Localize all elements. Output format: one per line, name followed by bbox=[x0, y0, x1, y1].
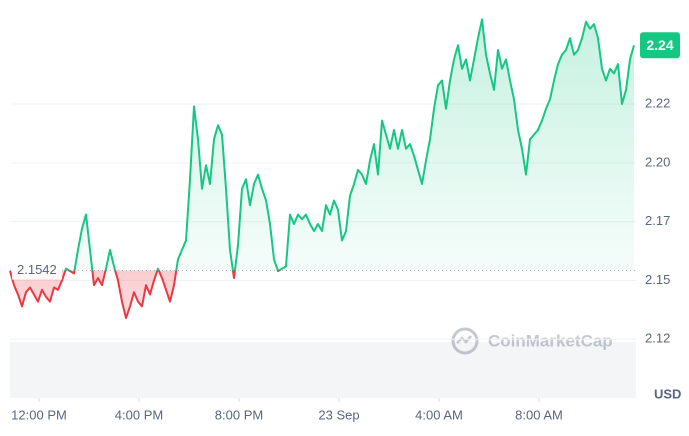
baseline-label: 2.1542 bbox=[17, 262, 57, 277]
x-tick-label: 4:00 AM bbox=[415, 407, 463, 422]
baseline-label-bg bbox=[12, 261, 62, 280]
x-tick-label: 12:00 PM bbox=[11, 407, 67, 422]
y-tick-label: 2.22 bbox=[645, 95, 670, 110]
y-tick-label: 2.15 bbox=[645, 272, 670, 287]
last-price-box bbox=[640, 32, 680, 59]
price-area bbox=[10, 19, 634, 319]
price-line bbox=[9, 18, 635, 320]
x-tick-label: 8:00 AM bbox=[515, 407, 563, 422]
watermark-text: CoinMarketCap bbox=[488, 331, 613, 350]
x-tick-label: 4:00 PM bbox=[115, 407, 163, 422]
y-tick-label: 2.12 bbox=[645, 331, 670, 346]
volume-area bbox=[10, 342, 636, 398]
y-tick-label: 2.20 bbox=[645, 154, 670, 169]
x-tick-label: 23 Sep bbox=[318, 407, 359, 422]
y-tick-label: 2.17 bbox=[645, 213, 670, 228]
last-price-label: 2.24 bbox=[646, 37, 673, 53]
currency-label: USD bbox=[654, 386, 681, 401]
x-tick-label: 8:00 PM bbox=[215, 407, 263, 422]
